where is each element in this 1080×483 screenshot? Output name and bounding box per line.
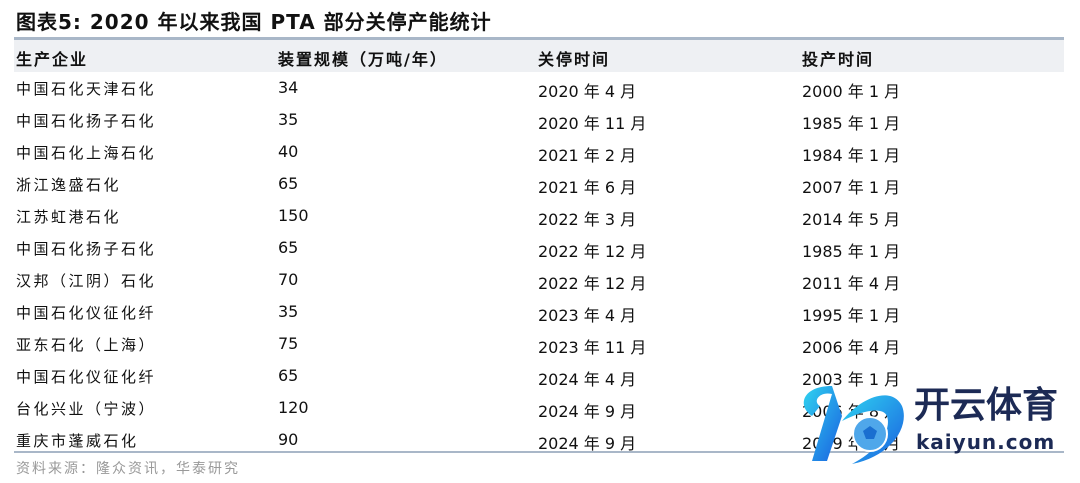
cell-shutdown-date: 2020 年 11 月 <box>538 114 647 133</box>
cell-capacity: 150 <box>278 206 309 225</box>
bottom-rule <box>14 451 1064 453</box>
cell-startup-date: 1985 年 1 月 <box>802 114 901 133</box>
table-row: 江苏虹港石化 150 2022 年 3 月 2014 年 5 月 <box>14 200 1064 232</box>
table-row: 中国石化扬子石化 65 2022 年 12 月 1985 年 1 月 <box>14 232 1064 264</box>
cell-company: 中国石化扬子石化 <box>16 240 157 258</box>
cell-company: 中国石化仪征化纤 <box>16 368 157 386</box>
cell-company: 台化兴业（宁波） <box>16 400 157 418</box>
cell-company: 汉邦（江阴）石化 <box>16 272 157 290</box>
cell-company: 浙江逸盛石化 <box>16 176 122 194</box>
cell-capacity: 65 <box>278 238 299 257</box>
cell-shutdown-date: 2024 年 4 月 <box>538 370 637 389</box>
column-header-capacity: 装置规模（万吨/年） <box>278 50 448 69</box>
table-row: 浙江逸盛石化 65 2021 年 6 月 2007 年 1 月 <box>14 168 1064 200</box>
cell-capacity: 65 <box>278 174 299 193</box>
table-row: 中国石化仪征化纤 65 2024 年 4 月 2003 年 1 月 <box>14 360 1064 392</box>
source-note: 资料来源：隆众资讯，华泰研究 <box>16 461 240 477</box>
cell-capacity: 40 <box>278 142 299 161</box>
cell-shutdown-date: 2020 年 4 月 <box>538 82 637 101</box>
table-row: 中国石化上海石化 40 2021 年 2 月 1984 年 1 月 <box>14 136 1064 168</box>
table-row: 中国石化仪征化纤 35 2023 年 4 月 1995 年 1 月 <box>14 296 1064 328</box>
cell-shutdown-date: 2022 年 3 月 <box>538 210 637 229</box>
watermark-text-en: kaiyun.com <box>916 430 1056 454</box>
table-row: 亚东石化（上海） 75 2023 年 11 月 2006 年 4 月 <box>14 328 1064 360</box>
top-rule <box>14 37 1064 40</box>
cell-company: 中国石化仪征化纤 <box>16 304 157 322</box>
cell-shutdown-date: 2024 年 9 月 <box>538 402 637 421</box>
table-header: 生产企业 装置规模（万吨/年） 关停时间 投产时间 <box>14 40 1064 72</box>
cell-company: 重庆市蓬威石化 <box>16 432 139 450</box>
cell-shutdown-date: 2023 年 11 月 <box>538 338 647 357</box>
watermark-text-cn: 开云体育 <box>914 385 1059 426</box>
cell-startup-date: 2014 年 5 月 <box>802 210 901 229</box>
cell-capacity: 35 <box>278 302 299 321</box>
cell-startup-date: 2006 年 4 月 <box>802 338 901 357</box>
cell-startup-date: 2011 年 4 月 <box>802 274 901 293</box>
cell-startup-date: 1984 年 1 月 <box>802 146 901 165</box>
cell-shutdown-date: 2024 年 9 月 <box>538 434 637 453</box>
cell-shutdown-date: 2021 年 2 月 <box>538 146 637 165</box>
cell-capacity: 90 <box>278 430 299 449</box>
cell-capacity: 70 <box>278 270 299 289</box>
cell-capacity: 34 <box>278 78 299 97</box>
cell-company: 中国石化扬子石化 <box>16 112 157 130</box>
cell-company: 亚东石化（上海） <box>16 336 157 354</box>
cell-capacity: 120 <box>278 398 309 417</box>
table-row: 中国石化天津石化 34 2020 年 4 月 2000 年 1 月 <box>14 72 1064 104</box>
kaiyun-logo-icon <box>803 386 904 464</box>
table-body: 中国石化天津石化 34 2020 年 4 月 2000 年 1 月中国石化扬子石化 35… <box>14 72 1064 456</box>
cell-shutdown-date: 2022 年 12 月 <box>538 274 647 293</box>
cell-startup-date: 2007 年 1 月 <box>802 178 901 197</box>
column-header-startup: 投产时间 <box>802 50 875 69</box>
cell-capacity: 35 <box>278 110 299 129</box>
table-row: 汉邦（江阴）石化 70 2022 年 12 月 2011 年 4 月 <box>14 264 1064 296</box>
cell-startup-date: 1985 年 1 月 <box>802 242 901 261</box>
cell-startup-date: 2000 年 1 月 <box>802 82 901 101</box>
cell-capacity: 75 <box>278 334 299 353</box>
table-title: 图表5: 2020 年以来我国 PTA 部分关停产能统计 <box>16 10 492 34</box>
cell-company: 江苏虹港石化 <box>16 208 122 226</box>
column-header-shutdown: 关停时间 <box>538 50 611 69</box>
table-row: 中国石化扬子石化 35 2020 年 11 月 1985 年 1 月 <box>14 104 1064 136</box>
cell-shutdown-date: 2021 年 6 月 <box>538 178 637 197</box>
cell-capacity: 65 <box>278 366 299 385</box>
cell-shutdown-date: 2022 年 12 月 <box>538 242 647 261</box>
cell-company: 中国石化上海石化 <box>16 144 157 162</box>
cell-company: 中国石化天津石化 <box>16 80 157 98</box>
cell-startup-date: 1995 年 1 月 <box>802 306 901 325</box>
cell-startup-date: 2003 年 1 月 <box>802 370 901 389</box>
column-header-company: 生产企业 <box>16 50 89 69</box>
cell-shutdown-date: 2023 年 4 月 <box>538 306 637 325</box>
